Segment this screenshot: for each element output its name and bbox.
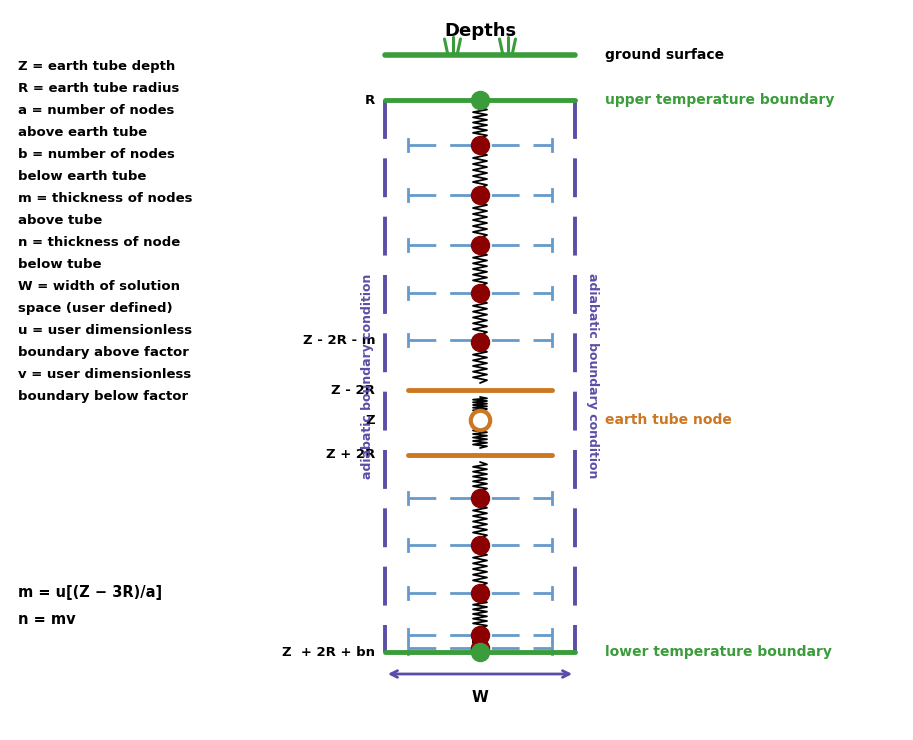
- Text: boundary above factor: boundary above factor: [18, 346, 189, 359]
- Text: adiabatic boundary condition: adiabatic boundary condition: [361, 273, 373, 479]
- Text: n = thickness of node: n = thickness of node: [18, 236, 180, 249]
- Text: Depths: Depths: [444, 22, 516, 40]
- Text: adiabatic boundary condition: adiabatic boundary condition: [586, 273, 600, 479]
- Text: Z - 2R: Z - 2R: [331, 383, 375, 397]
- Text: a = number of nodes: a = number of nodes: [18, 104, 174, 117]
- Text: lower temperature boundary: lower temperature boundary: [605, 645, 832, 659]
- Text: Z  + 2R + bn: Z + 2R + bn: [282, 645, 375, 659]
- Text: below tube: below tube: [18, 258, 101, 271]
- Text: n = mv: n = mv: [18, 612, 76, 627]
- Text: above tube: above tube: [18, 214, 102, 227]
- Text: Z - 2R - m: Z - 2R - m: [302, 334, 375, 346]
- Text: upper temperature boundary: upper temperature boundary: [605, 93, 834, 107]
- Text: Z + 2R: Z + 2R: [326, 448, 375, 462]
- Text: m = thickness of nodes: m = thickness of nodes: [18, 192, 193, 205]
- Text: above earth tube: above earth tube: [18, 126, 147, 139]
- Text: ground surface: ground surface: [605, 48, 724, 62]
- Text: R = earth tube radius: R = earth tube radius: [18, 82, 179, 95]
- Text: below earth tube: below earth tube: [18, 170, 146, 183]
- Text: v = user dimensionless: v = user dimensionless: [18, 368, 191, 381]
- Text: Z: Z: [365, 414, 375, 426]
- Text: W: W: [471, 690, 488, 705]
- Text: boundary below factor: boundary below factor: [18, 390, 188, 403]
- Text: R: R: [365, 93, 375, 107]
- Text: u = user dimensionless: u = user dimensionless: [18, 324, 192, 337]
- Text: space (user defined): space (user defined): [18, 302, 173, 315]
- Text: Z = earth tube depth: Z = earth tube depth: [18, 60, 175, 73]
- Text: m = u[(Z − 3R)/a]: m = u[(Z − 3R)/a]: [18, 585, 163, 600]
- Text: W = width of solution: W = width of solution: [18, 280, 180, 293]
- Text: earth tube node: earth tube node: [605, 413, 732, 427]
- Text: b = number of nodes: b = number of nodes: [18, 148, 175, 161]
